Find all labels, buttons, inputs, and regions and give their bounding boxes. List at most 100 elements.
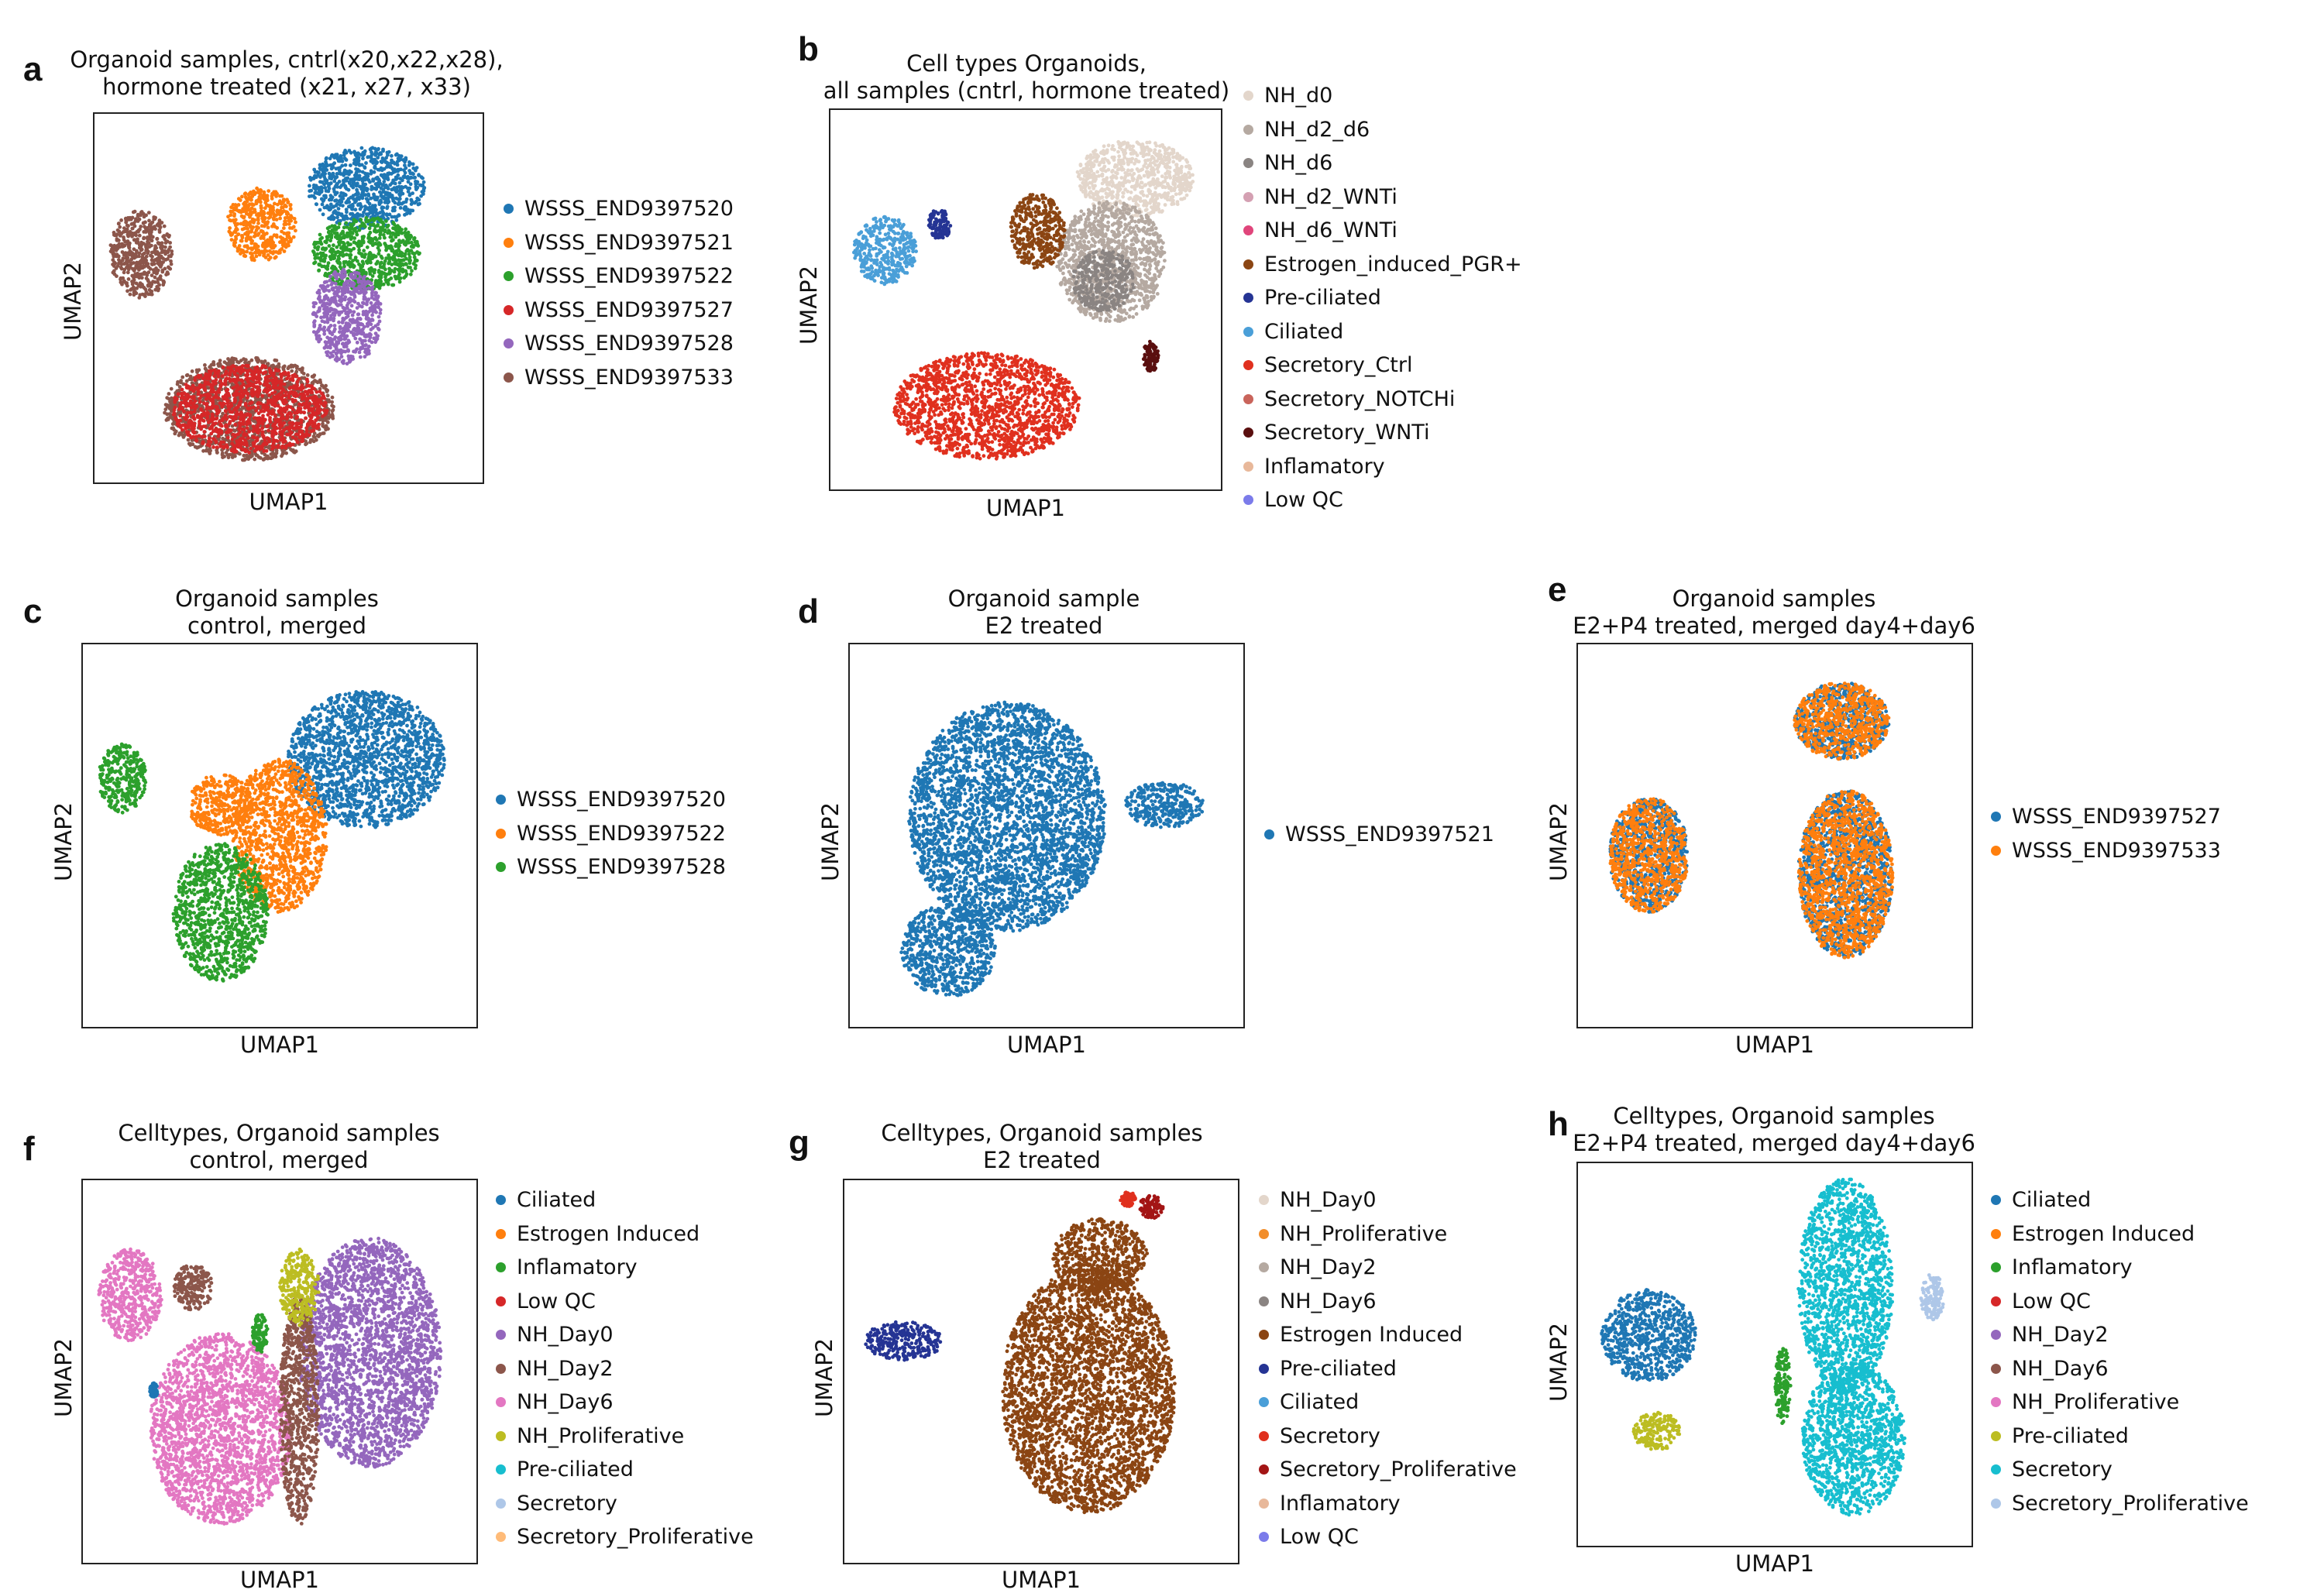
data-point [216, 434, 220, 438]
data-point [333, 308, 337, 312]
data-point [415, 197, 419, 201]
data-point [357, 153, 361, 156]
data-point [161, 235, 165, 239]
data-point [331, 265, 335, 269]
data-point [404, 249, 408, 253]
data-point [167, 392, 171, 396]
data-point [352, 276, 356, 280]
data-point [270, 194, 274, 198]
data-point [144, 249, 148, 252]
data-point [342, 234, 346, 238]
data-point [169, 259, 173, 263]
data-point [351, 263, 355, 267]
data-point [151, 280, 155, 283]
data-point [352, 162, 356, 166]
data-point [349, 212, 352, 216]
data-point [160, 241, 164, 245]
data-point [332, 256, 336, 260]
data-point [318, 308, 321, 312]
data-point [145, 255, 149, 259]
data-point [242, 216, 246, 220]
data-point [249, 455, 253, 459]
data-point [162, 280, 166, 284]
data-point [359, 280, 363, 283]
data-point [119, 266, 123, 270]
data-point [398, 181, 402, 185]
data-point [368, 226, 372, 230]
data-point [244, 201, 248, 205]
data-point [339, 349, 342, 353]
data-point [335, 259, 339, 263]
data-point [125, 289, 129, 293]
data-point [344, 172, 348, 176]
data-point [142, 230, 146, 234]
data-point [384, 185, 388, 189]
data-point [197, 445, 201, 449]
data-point [346, 349, 350, 353]
data-point [125, 219, 129, 223]
data-point [339, 158, 343, 162]
data-point [325, 163, 329, 167]
data-point [139, 241, 143, 245]
data-point [393, 252, 397, 256]
data-point [248, 202, 252, 206]
data-point [356, 341, 359, 345]
data-point [415, 250, 419, 254]
data-point [401, 232, 404, 235]
data-point [255, 225, 259, 229]
data-point [238, 431, 242, 434]
data-point [154, 252, 158, 256]
data-point [335, 355, 339, 359]
data-point [407, 266, 411, 270]
data-point [352, 294, 356, 297]
data-point [322, 328, 326, 331]
data-point [368, 272, 372, 276]
data-point [397, 264, 401, 268]
data-point [344, 221, 348, 225]
data-point [315, 175, 318, 179]
data-point [237, 248, 241, 252]
data-point [133, 210, 137, 214]
data-point [336, 340, 340, 344]
data-point [137, 276, 141, 280]
data-point [120, 245, 124, 249]
data-point [380, 283, 383, 287]
data-point [367, 297, 371, 301]
data-point [120, 263, 124, 266]
data-point [178, 414, 182, 418]
data-point [410, 199, 414, 203]
data-point [345, 158, 349, 162]
data-point [287, 366, 290, 370]
data-point [331, 228, 335, 232]
data-point [390, 239, 394, 243]
data-point [397, 214, 401, 218]
data-point [418, 184, 422, 187]
data-point [370, 301, 373, 305]
data-point [355, 271, 359, 275]
data-point [366, 155, 370, 159]
data-point [305, 441, 309, 445]
data-point [342, 241, 346, 245]
data-point [369, 197, 373, 201]
data-point [274, 255, 278, 259]
data-point [253, 242, 257, 246]
data-point [399, 259, 403, 263]
data-point [136, 230, 139, 234]
data-point [251, 247, 255, 251]
data-point [256, 221, 260, 225]
data-point [131, 283, 135, 287]
data-point [340, 164, 344, 168]
data-point [365, 351, 369, 355]
data-point [383, 236, 387, 240]
data-point [373, 242, 377, 245]
data-point [256, 406, 260, 410]
data-point [304, 426, 308, 430]
data-point [230, 210, 234, 214]
data-point [259, 188, 263, 192]
data-point [405, 212, 409, 216]
data-point [359, 193, 363, 197]
data-point [390, 269, 394, 273]
data-point [407, 169, 411, 173]
data-point [361, 235, 365, 239]
data-point [357, 328, 361, 331]
